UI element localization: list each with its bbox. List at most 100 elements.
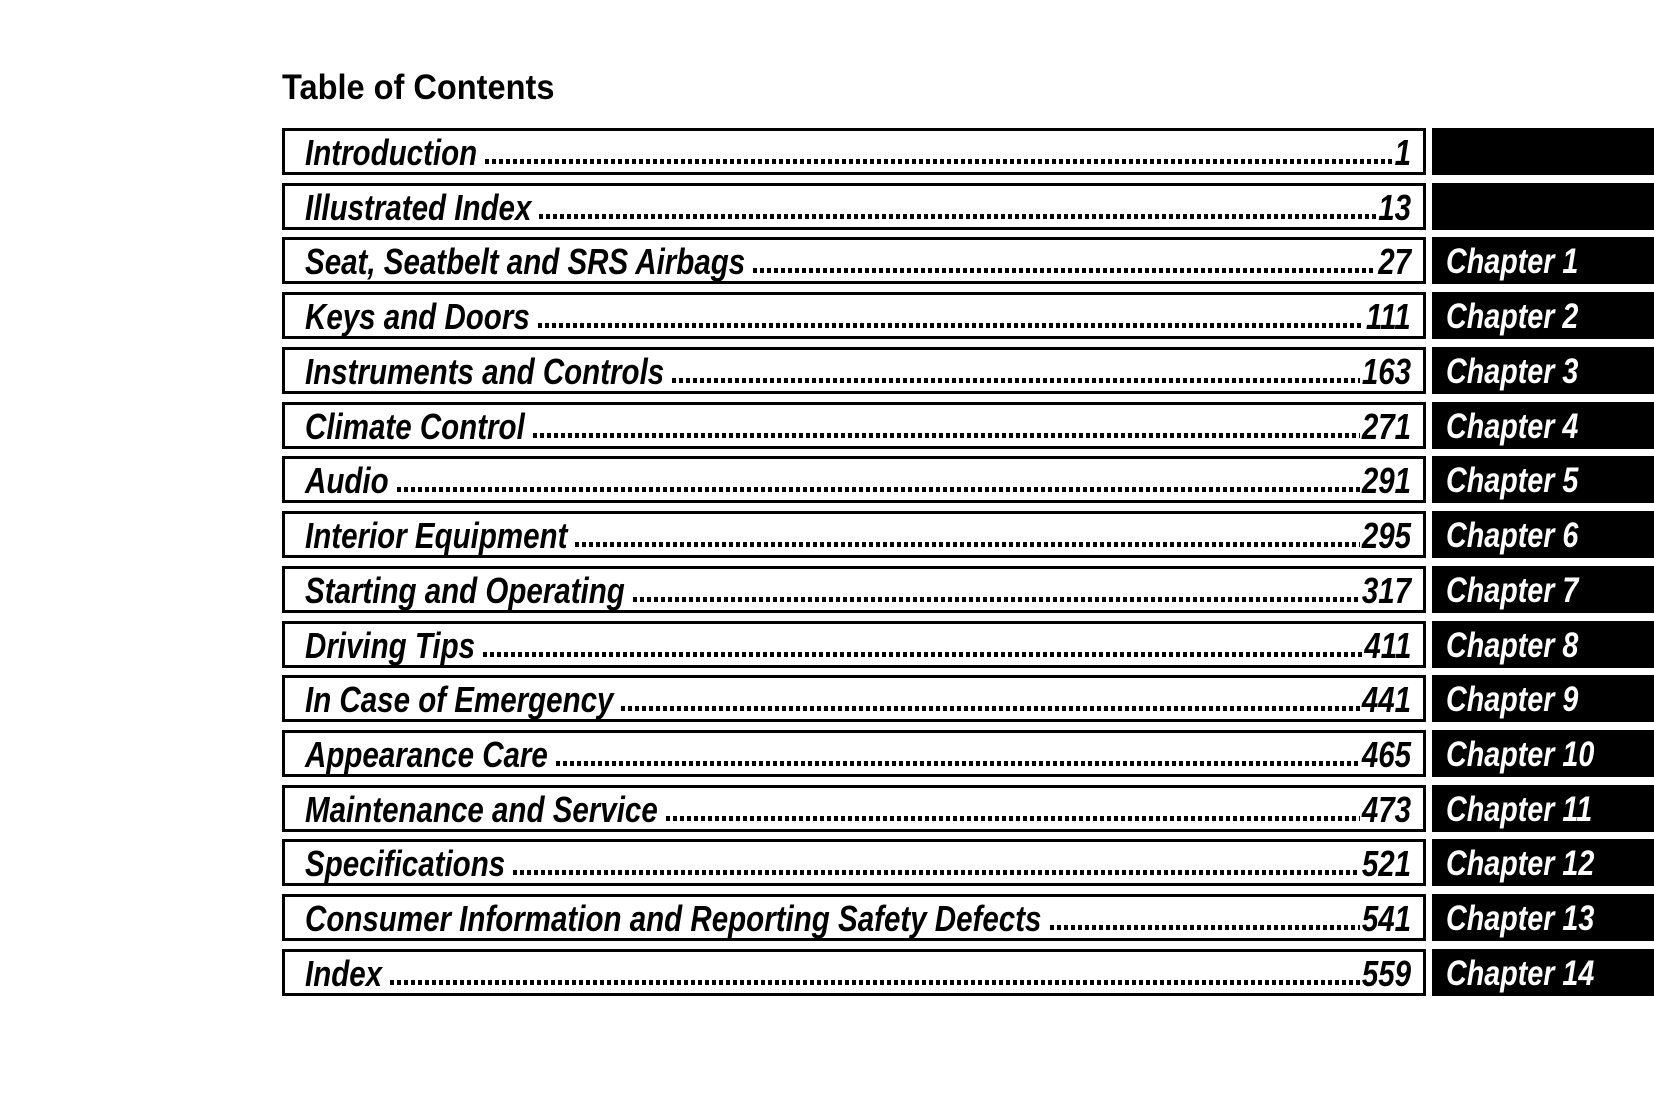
chapter-tab-label: Chapter 6 xyxy=(1446,515,1579,555)
chapter-tab[interactable]: Chapter 11 xyxy=(1432,785,1654,832)
toc-entry-title: Instruments and Controls xyxy=(305,350,665,392)
toc-entry-title: Climate Control xyxy=(305,405,525,447)
toc-entry-page-number: 441 xyxy=(1361,678,1411,720)
toc-entry-page-number: 271 xyxy=(1361,405,1411,447)
chapter-tab-label: Chapter 8 xyxy=(1446,625,1579,665)
chapter-tab[interactable]: Chapter 3 xyxy=(1432,347,1654,394)
chapter-tab[interactable]: Chapter 4 xyxy=(1432,402,1654,449)
page-title: Table of Contents xyxy=(282,68,555,107)
dot-leader xyxy=(665,816,1360,821)
toc-entry-page-number: 541 xyxy=(1361,897,1411,939)
toc-entry[interactable]: Appearance Care 465 xyxy=(282,730,1426,777)
toc-entry[interactable]: Keys and Doors 111 xyxy=(282,292,1426,339)
chapter-tab-label: Chapter 2 xyxy=(1446,296,1579,336)
toc-row: Audio 291 Chapter 5 xyxy=(282,456,1654,503)
dot-leader xyxy=(483,652,1362,657)
toc-entry-page-number: 291 xyxy=(1361,459,1411,501)
toc-entry-title: Keys and Doors xyxy=(305,295,530,337)
chapter-tab[interactable]: Chapter 5 xyxy=(1432,456,1654,503)
chapter-tab[interactable]: Chapter 12 xyxy=(1432,839,1654,886)
chapter-tab[interactable]: Chapter 14 xyxy=(1432,949,1654,996)
chapter-tab-label: Chapter 4 xyxy=(1446,406,1579,446)
chapter-tab[interactable]: Chapter 9 xyxy=(1432,675,1654,722)
dot-leader xyxy=(555,761,1360,766)
dot-leader xyxy=(537,323,1365,328)
toc-entry-title: Consumer Information and Reporting Safet… xyxy=(305,897,1042,939)
chapter-tab[interactable]: Chapter 8 xyxy=(1432,621,1654,668)
chapter-tab[interactable]: Chapter 6 xyxy=(1432,511,1654,558)
toc-entry[interactable]: Interior Equipment 295 xyxy=(282,511,1426,558)
toc-entry-page-number: 295 xyxy=(1361,514,1411,556)
chapter-tab-label: Chapter 3 xyxy=(1446,351,1579,391)
toc-row: Interior Equipment 295 Chapter 6 xyxy=(282,511,1654,558)
toc-entry-title: Maintenance and Service xyxy=(305,788,658,830)
dot-leader xyxy=(532,433,1360,438)
toc-row: Starting and Operating 317 Chapter 7 xyxy=(282,566,1654,613)
toc-entry-title: Audio xyxy=(305,459,389,501)
toc-entry[interactable]: Instruments and Controls 163 xyxy=(282,347,1426,394)
dot-leader xyxy=(396,487,1360,492)
toc-entry-title: In Case of Emergency xyxy=(305,678,614,720)
toc-entry-title: Illustrated Index xyxy=(305,186,532,228)
chapter-tab[interactable]: Chapter 7 xyxy=(1432,566,1654,613)
toc-entry-page-number: 521 xyxy=(1361,842,1411,884)
toc-row: Introduction 1 xyxy=(282,128,1654,175)
chapter-tab[interactable]: Chapter 1 xyxy=(1432,237,1654,284)
toc-row: Specifications 521 Chapter 12 xyxy=(282,839,1654,886)
toc-row: In Case of Emergency 441 Chapter 9 xyxy=(282,675,1654,722)
toc-entry-title: Seat, Seatbelt and SRS Airbags xyxy=(305,240,746,282)
chapter-tab[interactable]: Chapter 13 xyxy=(1432,894,1654,941)
dot-leader xyxy=(575,542,1360,547)
toc-entry[interactable]: Introduction 1 xyxy=(282,128,1426,175)
chapter-tab[interactable]: Chapter 10 xyxy=(1432,730,1654,777)
chapter-tab-label: Chapter 13 xyxy=(1446,898,1595,938)
toc-row: Climate Control 271 Chapter 4 xyxy=(282,402,1654,449)
dot-leader xyxy=(513,870,1360,875)
toc-entry-title: Index xyxy=(305,952,383,994)
toc-row: Consumer Information and Reporting Safet… xyxy=(282,894,1654,941)
dot-leader xyxy=(539,214,1377,219)
chapter-tab-label: Chapter 5 xyxy=(1446,460,1579,500)
toc-entry[interactable]: Illustrated Index 13 xyxy=(282,183,1426,230)
toc-entry[interactable]: Maintenance and Service 473 xyxy=(282,785,1426,832)
chapter-tab-label: Chapter 11 xyxy=(1446,789,1593,829)
toc-entry-title: Introduction xyxy=(305,131,478,173)
toc-entry-page-number: 465 xyxy=(1361,733,1411,775)
toc-row: Keys and Doors 111 Chapter 2 xyxy=(282,292,1654,339)
chapter-tab-label: Chapter 12 xyxy=(1446,843,1595,883)
dot-leader xyxy=(672,378,1360,383)
toc-row: Maintenance and Service 473 Chapter 11 xyxy=(282,785,1654,832)
toc-row: Instruments and Controls 163 Chapter 3 xyxy=(282,347,1654,394)
toc-entry[interactable]: In Case of Emergency 441 xyxy=(282,675,1426,722)
toc-entry-page-number: 411 xyxy=(1363,624,1411,666)
toc-entry[interactable]: Starting and Operating 317 xyxy=(282,566,1426,613)
toc-entry-page-number: 27 xyxy=(1378,240,1411,282)
chapter-tab[interactable] xyxy=(1432,128,1654,175)
toc-entry-page-number: 111 xyxy=(1366,295,1411,337)
dot-leader xyxy=(753,268,1377,273)
toc-entry[interactable]: Seat, Seatbelt and SRS Airbags 27 xyxy=(282,237,1426,284)
toc-entry[interactable]: Consumer Information and Reporting Safet… xyxy=(282,894,1426,941)
chapter-tab[interactable]: Chapter 2 xyxy=(1432,292,1654,339)
chapter-tab-label: Chapter 7 xyxy=(1446,570,1579,610)
toc-entry[interactable]: Climate Control 271 xyxy=(282,402,1426,449)
chapter-tab-label: Chapter 1 xyxy=(1446,241,1579,281)
toc-entry[interactable]: Audio 291 xyxy=(282,456,1426,503)
dot-leader xyxy=(485,159,1393,164)
chapter-tab[interactable] xyxy=(1432,183,1654,230)
toc-entry-title: Specifications xyxy=(305,842,506,884)
toc-entry-title: Starting and Operating xyxy=(305,569,625,611)
dot-leader xyxy=(1049,925,1360,930)
toc-row: Index 559 Chapter 14 xyxy=(282,949,1654,996)
toc-row: Illustrated Index 13 xyxy=(282,183,1654,230)
chapter-tab-label: Chapter 10 xyxy=(1446,734,1595,774)
toc-entry-page-number: 559 xyxy=(1361,952,1411,994)
toc-entry[interactable]: Index 559 xyxy=(282,949,1426,996)
toc-entry-page-number: 13 xyxy=(1378,186,1411,228)
chapter-tab-label: Chapter 9 xyxy=(1446,679,1579,719)
toc-entry-page-number: 1 xyxy=(1394,131,1411,173)
toc-entry[interactable]: Specifications 521 xyxy=(282,839,1426,886)
toc-entry-title: Driving Tips xyxy=(305,624,476,666)
toc-entry[interactable]: Driving Tips 411 xyxy=(282,621,1426,668)
